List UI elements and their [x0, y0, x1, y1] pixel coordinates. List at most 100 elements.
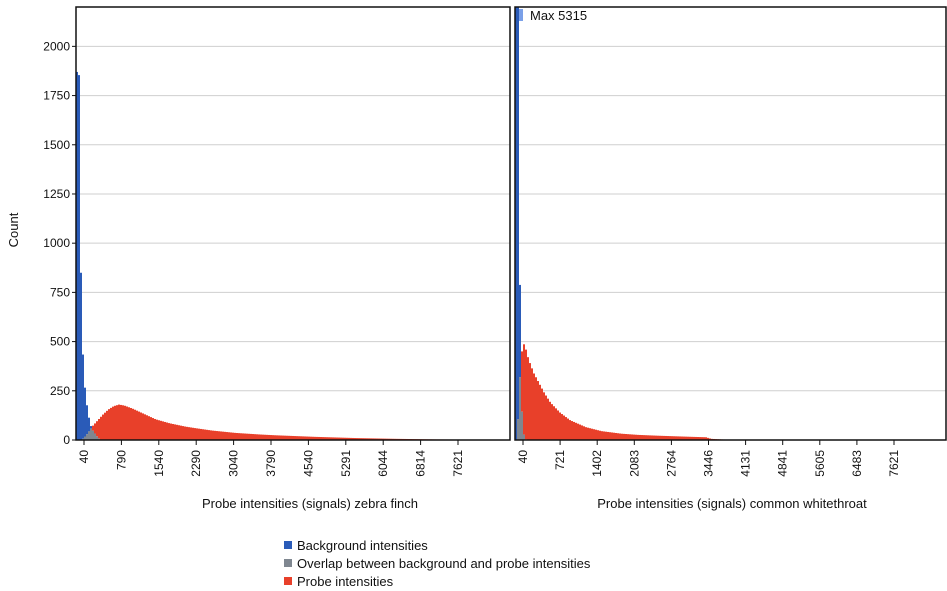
- background-bar: [82, 354, 84, 439]
- probe-bar: [204, 429, 206, 440]
- probe-bar: [274, 435, 276, 440]
- probe-bar: [296, 436, 298, 440]
- probe-bar: [665, 435, 667, 440]
- probe-bar: [531, 368, 533, 440]
- probe-bar: [545, 395, 547, 440]
- probe-bar: [240, 433, 242, 440]
- y-tick-label: 1000: [43, 236, 70, 250]
- probe-bar: [699, 437, 701, 440]
- probe-bar: [631, 434, 633, 440]
- probe-bar: [260, 434, 262, 440]
- probe-bar: [563, 415, 565, 440]
- x-tick-label: 6814: [414, 450, 428, 477]
- probe-bar: [154, 418, 156, 440]
- panel-common-whitethroat: 40 721 1402 2083 2764 3446 4131 4841 5605 6483 762…: [514, 6, 947, 477]
- probe-bar: [238, 433, 240, 440]
- probe-bar: [543, 392, 545, 440]
- probe-bar: [226, 432, 228, 440]
- probe-bar: [338, 437, 340, 440]
- x-tick-label: 2083: [627, 450, 641, 477]
- probe-bar: [535, 377, 537, 440]
- probe-bar: [617, 433, 619, 440]
- probe-bar: [172, 423, 174, 440]
- probe-bar: [571, 421, 573, 440]
- probe-bar: [168, 423, 170, 440]
- probe-bar: [362, 438, 364, 440]
- y-tick-label: 0: [63, 433, 70, 447]
- probe-bar: [627, 434, 629, 440]
- x-tick-label: 3790: [264, 450, 278, 477]
- probe-bar: [184, 426, 186, 440]
- probe-bar: [286, 435, 288, 440]
- probe-bar: [146, 415, 148, 440]
- probe-bar: [695, 436, 697, 440]
- probe-bar: [651, 435, 653, 440]
- probe-bar: [92, 425, 94, 431]
- overlap-bar: [517, 419, 519, 440]
- probe-bar: [276, 435, 278, 440]
- legend-swatch-overlap: [284, 559, 292, 567]
- overlap-bar: [84, 436, 86, 440]
- probe-bar: [290, 435, 292, 440]
- probe-bar: [358, 438, 360, 440]
- probe-bar: [316, 436, 318, 440]
- background-bar: [76, 71, 78, 441]
- probe-bar: [120, 404, 122, 440]
- legend: Background intensities Overlap between b…: [284, 536, 590, 590]
- probe-bar: [320, 437, 322, 440]
- probe-bar: [174, 424, 176, 440]
- probe-bar: [541, 388, 543, 440]
- probe-bar: [136, 410, 138, 440]
- probe-bar: [685, 436, 687, 440]
- overlap-bar: [96, 436, 98, 440]
- probe-bar: [635, 434, 637, 440]
- probe-bar: [575, 422, 577, 440]
- probe-bar: [539, 384, 541, 440]
- background-bar: [515, 7, 517, 440]
- probe-bar: [697, 437, 699, 440]
- x-tick-label: 1402: [590, 450, 604, 477]
- probe-bar: [138, 411, 140, 440]
- probe-bar: [232, 432, 234, 440]
- probe-bar: [96, 421, 98, 437]
- probe-bar: [599, 430, 601, 440]
- probe-bar: [324, 437, 326, 440]
- probe-bar: [128, 407, 130, 440]
- probe-bar: [118, 404, 120, 440]
- x-tick-label: 6044: [376, 450, 390, 477]
- probe-bar: [579, 424, 581, 440]
- probe-bar: [643, 435, 645, 440]
- probe-bar: [334, 437, 336, 440]
- probe-bar: [236, 433, 238, 440]
- probe-bar: [557, 410, 559, 440]
- overlap-bar: [90, 428, 92, 440]
- probe-bar: [677, 436, 679, 440]
- probe-bar: [302, 436, 304, 440]
- x-tick-label: 2290: [189, 450, 203, 477]
- probe-bar: [142, 413, 144, 440]
- probe-bar: [581, 425, 583, 440]
- probe-bar: [188, 427, 190, 440]
- probe-bar: [607, 431, 609, 440]
- probe-bar: [350, 437, 352, 440]
- probe-bar: [124, 405, 126, 440]
- legend-label-overlap: Overlap between background and probe int…: [297, 555, 591, 571]
- probe-bar: [242, 433, 244, 440]
- probe-bar: [689, 436, 691, 440]
- probe-bar: [270, 435, 272, 440]
- probe-bar: [306, 436, 308, 440]
- probe-bar: [687, 436, 689, 440]
- probe-bar: [216, 431, 218, 440]
- probe-bar: [112, 406, 114, 440]
- probe-bar: [126, 406, 128, 440]
- probe-bar: [595, 429, 597, 440]
- probe-bar: [597, 430, 599, 440]
- probe-bar: [294, 436, 296, 440]
- probe-bar: [322, 437, 324, 440]
- probe-bar: [314, 436, 316, 440]
- probe-bar: [601, 431, 603, 440]
- probe-bar: [272, 435, 274, 440]
- probe-bar: [106, 410, 108, 440]
- probe-bar: [266, 434, 268, 440]
- probe-bar: [158, 420, 160, 440]
